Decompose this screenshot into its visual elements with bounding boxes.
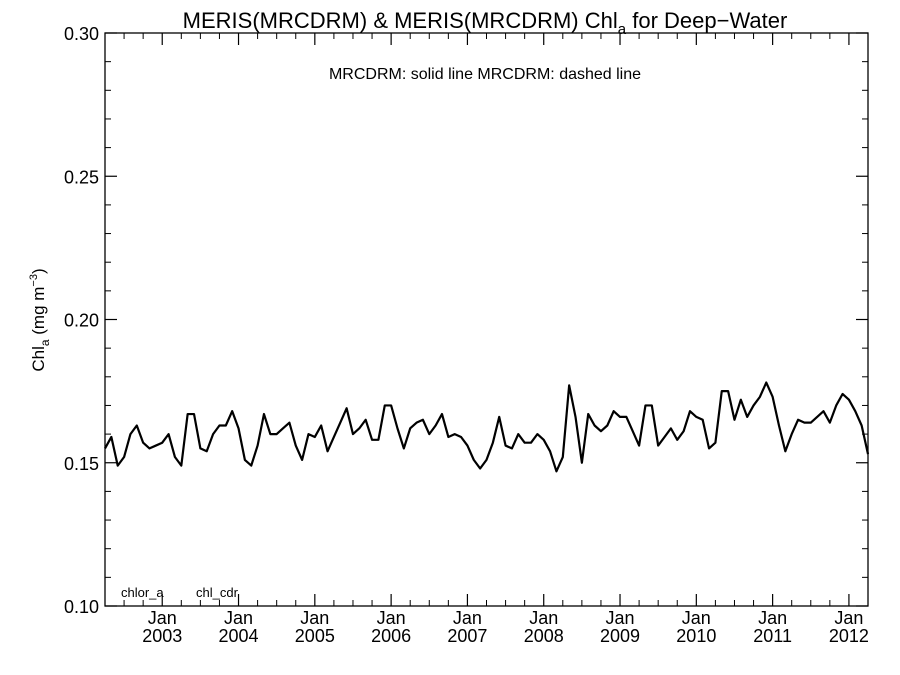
y-axis-label: Chla (mg m−3) (28, 268, 52, 371)
y-tick-label: 0.20 (64, 311, 99, 331)
x-tick-year: 2006 (371, 626, 411, 646)
x-tick-month: Jan (758, 608, 787, 628)
x-tick-month: Jan (224, 608, 253, 628)
x-tick-month: Jan (529, 608, 558, 628)
x-tick-year: 2005 (295, 626, 335, 646)
corner-label-chlor-a: chlor_a (121, 585, 164, 600)
x-tick-year: 2011 (753, 626, 792, 646)
x-tick-month: Jan (682, 608, 711, 628)
x-tick-year: 2004 (219, 626, 259, 646)
x-tick-year: 2007 (447, 626, 487, 646)
x-tick-month: Jan (300, 608, 329, 628)
x-tick-year: 2009 (600, 626, 640, 646)
x-tick-month: Jan (453, 608, 482, 628)
y-tick-label: 0.15 (64, 454, 99, 474)
plot-frame (104, 32, 869, 607)
x-tick-year: 2010 (676, 626, 716, 646)
x-tick-month: Jan (377, 608, 406, 628)
series-layer (104, 381, 870, 473)
y-tick-label: 0.25 (64, 167, 99, 187)
x-tick-year: 2012 (829, 626, 869, 646)
x-tick-month: Jan (148, 608, 177, 628)
y-axis: 0.10 0.15 0.20 0.25 0.30 (64, 24, 868, 617)
series-line-solid (104, 381, 870, 473)
x-tick-year: 2003 (142, 626, 182, 646)
x-tick-month: Jan (606, 608, 635, 628)
chart-title: MERIS(MRCDRM) & MERIS(MRCDRM) Chla for D… (183, 8, 788, 38)
x-axis: Jan2003Jan2004Jan2005Jan2006Jan2007Jan20… (104, 33, 869, 646)
x-tick-year: 2008 (524, 626, 564, 646)
corner-label-chl-cdr: chl_cdr (196, 585, 239, 600)
legend-note: MRCDRM: solid line MRCDRM: dashed line (329, 66, 641, 83)
y-tick-label: 0.30 (64, 24, 99, 44)
x-tick-month: Jan (834, 608, 863, 628)
y-tick-label: 0.10 (64, 597, 99, 617)
